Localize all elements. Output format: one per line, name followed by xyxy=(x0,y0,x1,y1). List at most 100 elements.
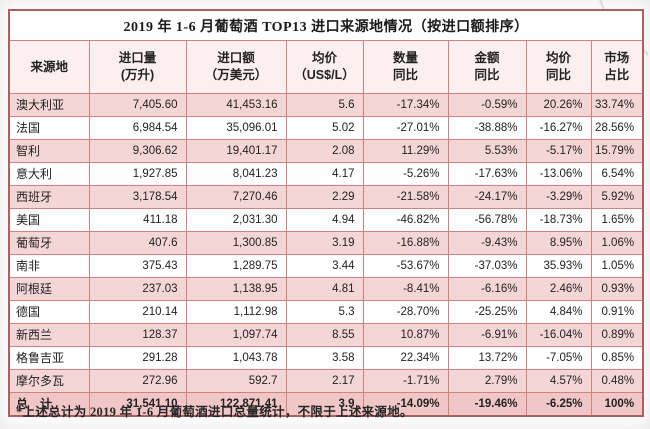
table-title-row: 2019 年 1-6 月葡萄酒 TOP13 进口来源地情况（按进口额排序） xyxy=(8,9,644,41)
value-cell: 41,453.16 xyxy=(185,93,287,117)
value-cell: -17.63% xyxy=(447,162,527,186)
value-cell: 5.92% xyxy=(590,185,644,209)
value-cell: 1,300.85 xyxy=(185,231,287,255)
value-cell: 3.19 xyxy=(285,231,364,255)
value-cell: 291.28 xyxy=(88,346,187,370)
origin-cell: 澳大利亚 xyxy=(8,93,90,117)
value-cell: -56.78% xyxy=(447,208,527,232)
value-cell: 3.9 xyxy=(285,392,364,417)
value-cell: 9,306.62 xyxy=(88,139,187,163)
value-cell: 0.93% xyxy=(590,277,644,301)
value-cell: 1,043.78 xyxy=(185,346,287,370)
value-cell: 0.85% xyxy=(590,346,644,370)
total-row: 总 计 31,541.10 122,871.41 3.9 -14.09% -19.46% -… xyxy=(8,392,644,417)
value-cell: 1,112.98 xyxy=(185,300,287,324)
value-cell: 1,927.85 xyxy=(88,162,187,186)
value-cell: 2.17 xyxy=(285,369,364,393)
value-cell: 6.54% xyxy=(590,162,644,186)
origin-cell: 智利 xyxy=(8,139,90,163)
value-cell: 237.03 xyxy=(88,277,187,301)
value-cell: 0.91% xyxy=(590,300,644,324)
value-cell: 20.26% xyxy=(525,93,592,117)
value-cell: -25.25% xyxy=(447,300,527,324)
value-cell: 2.29 xyxy=(285,185,364,209)
value-cell: 2.46% xyxy=(525,277,592,301)
table-header-row: 来源地 进口量 (万升) 进口额 （万美元） 均价 （US$/L） 数量 同比 … xyxy=(8,40,644,94)
table-title: 2019 年 1-6 月葡萄酒 TOP13 进口来源地情况（按进口额排序） xyxy=(8,9,644,41)
value-cell: 19,401.17 xyxy=(185,139,287,163)
value-cell: 4.17 xyxy=(285,162,364,186)
value-cell: 100% xyxy=(590,392,644,417)
col-header-market-share: 市场 占比 xyxy=(590,40,644,94)
value-cell: -28.70% xyxy=(362,300,449,324)
table-row: 法国 6,984.54 35,096.01 5.02 -27.01% -38.88% -16… xyxy=(8,116,644,140)
value-cell: -24.17% xyxy=(447,185,527,209)
value-cell: -5.26% xyxy=(362,162,449,186)
col-header-value: 进口额 （万美元） xyxy=(185,40,287,94)
value-cell: 2,031.30 xyxy=(185,208,287,232)
value-cell: 10.87% xyxy=(362,323,449,347)
value-cell: 11.29% xyxy=(362,139,449,163)
value-cell: 1,289.75 xyxy=(185,254,287,278)
value-cell: 5.6 xyxy=(285,93,364,117)
origin-cell: 摩尔多瓦 xyxy=(8,369,90,393)
value-cell: -16.88% xyxy=(362,231,449,255)
origin-cell: 法国 xyxy=(8,116,90,140)
table-row: 格鲁吉亚 291.28 1,043.78 3.58 22.34% 13.72% -7.05%… xyxy=(8,346,644,370)
table-row: 智利 9,306.62 19,401.17 2.08 11.29% 5.53% -5.17%… xyxy=(8,139,644,163)
table-row: 摩尔多瓦 272.96 592.7 2.17 -1.71% 2.79% 4.57% 0.48% xyxy=(8,369,644,393)
value-cell: -27.01% xyxy=(362,116,449,140)
value-cell: 592.7 xyxy=(185,369,287,393)
value-cell: 0.89% xyxy=(590,323,644,347)
value-cell: 8,041.23 xyxy=(185,162,287,186)
value-cell: -8.41% xyxy=(362,277,449,301)
col-header-volume: 进口量 (万升) xyxy=(88,40,187,94)
table-row: 意大利 1,927.85 8,041.23 4.17 -5.26% -17.63% -13.… xyxy=(8,162,644,186)
value-cell: -21.58% xyxy=(362,185,449,209)
origin-cell: 意大利 xyxy=(8,162,90,186)
value-cell: -37.03% xyxy=(447,254,527,278)
value-cell: -6.91% xyxy=(447,323,527,347)
origin-cell: 南非 xyxy=(8,254,90,278)
value-cell: 6,984.54 xyxy=(88,116,187,140)
value-cell: 3.44 xyxy=(285,254,364,278)
value-cell: 8.55 xyxy=(285,323,364,347)
value-cell: 7,405.60 xyxy=(88,93,187,117)
col-header-price-yoy: 均价 同比 xyxy=(525,40,592,94)
value-cell: 13.72% xyxy=(447,346,527,370)
col-header-qty-yoy: 数量 同比 xyxy=(362,40,449,94)
value-cell: 1,097.74 xyxy=(185,323,287,347)
value-cell: -1.71% xyxy=(362,369,449,393)
col-header-amount-yoy: 金额 同比 xyxy=(447,40,527,94)
value-cell: 1,138.95 xyxy=(185,277,287,301)
value-cell: 4.57% xyxy=(525,369,592,393)
table-row: 南非 375.43 1,289.75 3.44 -53.67% -37.03% 35.93%… xyxy=(8,254,644,278)
origin-cell: 新西兰 xyxy=(8,323,90,347)
value-cell: -6.16% xyxy=(447,277,527,301)
value-cell: 1.05% xyxy=(590,254,644,278)
value-cell: 4.81 xyxy=(285,277,364,301)
value-cell: 1.06% xyxy=(590,231,644,255)
value-cell: 35,096.01 xyxy=(185,116,287,140)
col-header-origin: 来源地 xyxy=(8,40,90,94)
value-cell: 5.53% xyxy=(447,139,527,163)
value-cell: 7,270.46 xyxy=(185,185,287,209)
table-row: 美国 411.18 2,031.30 4.94 -46.82% -56.78% -18.73… xyxy=(8,208,644,232)
value-cell: -9.43% xyxy=(447,231,527,255)
value-cell: 375.43 xyxy=(88,254,187,278)
table-body: 澳大利亚 7,405.60 41,453.16 5.6 -17.34% -0.59% 20.… xyxy=(8,93,644,417)
value-cell: 15.79% xyxy=(590,139,644,163)
value-cell: -46.82% xyxy=(362,208,449,232)
origin-cell: 德国 xyxy=(8,300,90,324)
value-cell: -13.06% xyxy=(525,162,592,186)
table-row: 澳大利亚 7,405.60 41,453.16 5.6 -17.34% -0.59% 20.… xyxy=(8,93,644,117)
table-row: 德国 210.14 1,112.98 5.3 -28.70% -25.25% 4.84% 0.… xyxy=(8,300,644,324)
table-row: 阿根廷 237.03 1,138.95 4.81 -8.41% -6.16% 2.46% 0.… xyxy=(8,277,644,301)
origin-cell: 总 计 xyxy=(8,392,90,417)
table-row: 葡萄牙 407.6 1,300.85 3.19 -16.88% -9.43% 8.95% 1.… xyxy=(8,231,644,255)
origin-cell: 格鲁吉亚 xyxy=(8,346,90,370)
value-cell: 411.18 xyxy=(88,208,187,232)
value-cell: 2.79% xyxy=(447,369,527,393)
value-cell: -17.34% xyxy=(362,93,449,117)
origin-cell: 葡萄牙 xyxy=(8,231,90,255)
